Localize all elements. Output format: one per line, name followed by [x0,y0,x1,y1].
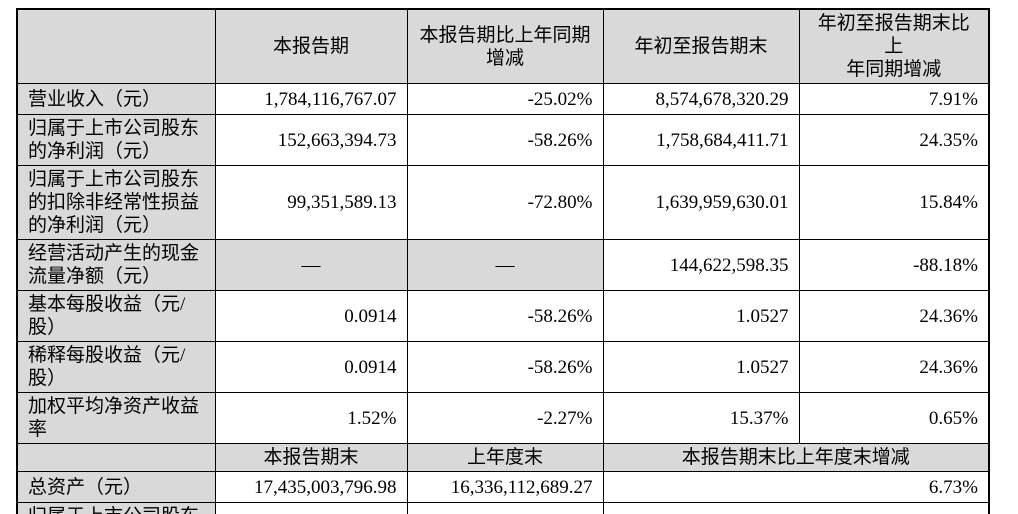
value-cell: 152,663,394.73 [214,114,408,166]
row-total-assets: 总资产（元） 17,435,003,796.98 16,336,112,689.… [16,471,990,503]
value-cell: 15.84% [798,165,990,240]
header-current-period: 本报告期 [214,8,408,84]
header-row-yearend: 本报告期末 上年度末 本报告期末比上年度末增减 [16,443,990,472]
row-net-profit: 归属于上市公司股东 的净利润（元） 152,663,394.73 -58.26%… [16,114,990,166]
value-cell-not-applicable: — [214,239,408,291]
value-cell: 10,932,217,365.93 [406,502,604,514]
value-cell: 8.45% [602,502,990,514]
header-prev-year-end: 上年度末 [406,443,604,472]
header-ytd: 年初至报告期末 [602,8,800,84]
value-cell: 17,435,003,796.98 [214,471,408,503]
header-current-period-yoy: 本报告期比上年同期 增减 [406,8,604,84]
value-cell: -58.26% [406,290,604,342]
value-cell: 24.36% [798,341,990,393]
value-cell: 1,758,684,411.71 [602,114,800,166]
header-ytd-yoy: 年初至报告期末比上 年同期增减 [798,8,990,84]
header-row-period: 本报告期 本报告期比上年同期 增减 年初至报告期末 年初至报告期末比上 年同期增… [16,8,990,84]
value-cell: 7.91% [798,83,990,115]
value-cell: 1.0527 [602,341,800,393]
row-operating-cash-flow: 经营活动产生的现金 流量净额（元） — — 144,622,598.35 -88… [16,239,990,291]
value-cell: 6.73% [602,471,990,503]
value-cell: 1.0527 [602,290,800,342]
header-corner-cell [16,443,216,472]
value-cell: 99,351,589.13 [214,165,408,240]
row-net-profit-excl-nonrecurring: 归属于上市公司股东 的扣除非经常性损益 的净利润（元） 99,351,589.1… [16,165,990,240]
value-cell: 0.0914 [214,341,408,393]
row-label: 归属于上市公司股东 的净利润（元） [16,114,216,166]
row-label: 稀释每股收益（元/ 股） [16,341,216,393]
row-label: 归属于上市公司股东 的所有者权益（元） [16,502,216,514]
row-weighted-avg-roe: 加权平均净资产收益 率 1.52% -2.27% 15.37% 0.65% [16,392,990,444]
value-cell: 1.52% [214,392,408,444]
value-cell: -58.26% [406,341,604,393]
row-label: 营业收入（元） [16,83,216,115]
row-label: 加权平均净资产收益 率 [16,392,216,444]
value-cell-not-applicable: — [406,239,604,291]
row-label: 归属于上市公司股东 的扣除非经常性损益 的净利润（元） [16,165,216,240]
value-cell: 15.37% [602,392,800,444]
value-cell: 16,336,112,689.27 [406,471,604,503]
value-cell: 144,622,598.35 [602,239,800,291]
value-cell: 11,856,443,126.67 [214,502,408,514]
value-cell: 0.0914 [214,290,408,342]
header-period-end: 本报告期末 [214,443,408,472]
value-cell: 8,574,678,320.29 [602,83,800,115]
row-label: 总资产（元） [16,471,216,503]
header-period-end-change: 本报告期末比上年度末增减 [602,443,990,472]
financial-summary-table: 本报告期 本报告期比上年同期 增减 年初至报告期末 年初至报告期末比上 年同期增… [16,8,990,514]
header-corner-cell [16,8,216,84]
row-diluted-eps: 稀释每股收益（元/ 股） 0.0914 -58.26% 1.0527 24.36… [16,341,990,393]
value-cell: 24.35% [798,114,990,166]
value-cell: -25.02% [406,83,604,115]
value-cell: 1,784,116,767.07 [214,83,408,115]
row-label: 经营活动产生的现金 流量净额（元） [16,239,216,291]
row-operating-revenue: 营业收入（元） 1,784,116,767.07 -25.02% 8,574,6… [16,83,990,115]
value-cell: -88.18% [798,239,990,291]
value-cell: 1,639,959,630.01 [602,165,800,240]
row-basic-eps: 基本每股收益（元/ 股） 0.0914 -58.26% 1.0527 24.36… [16,290,990,342]
value-cell: -58.26% [406,114,604,166]
row-label: 基本每股收益（元/ 股） [16,290,216,342]
value-cell: 0.65% [798,392,990,444]
row-owners-equity: 归属于上市公司股东 的所有者权益（元） 11,856,443,126.67 10… [16,502,990,514]
value-cell: -72.80% [406,165,604,240]
value-cell: 24.36% [798,290,990,342]
value-cell: -2.27% [406,392,604,444]
